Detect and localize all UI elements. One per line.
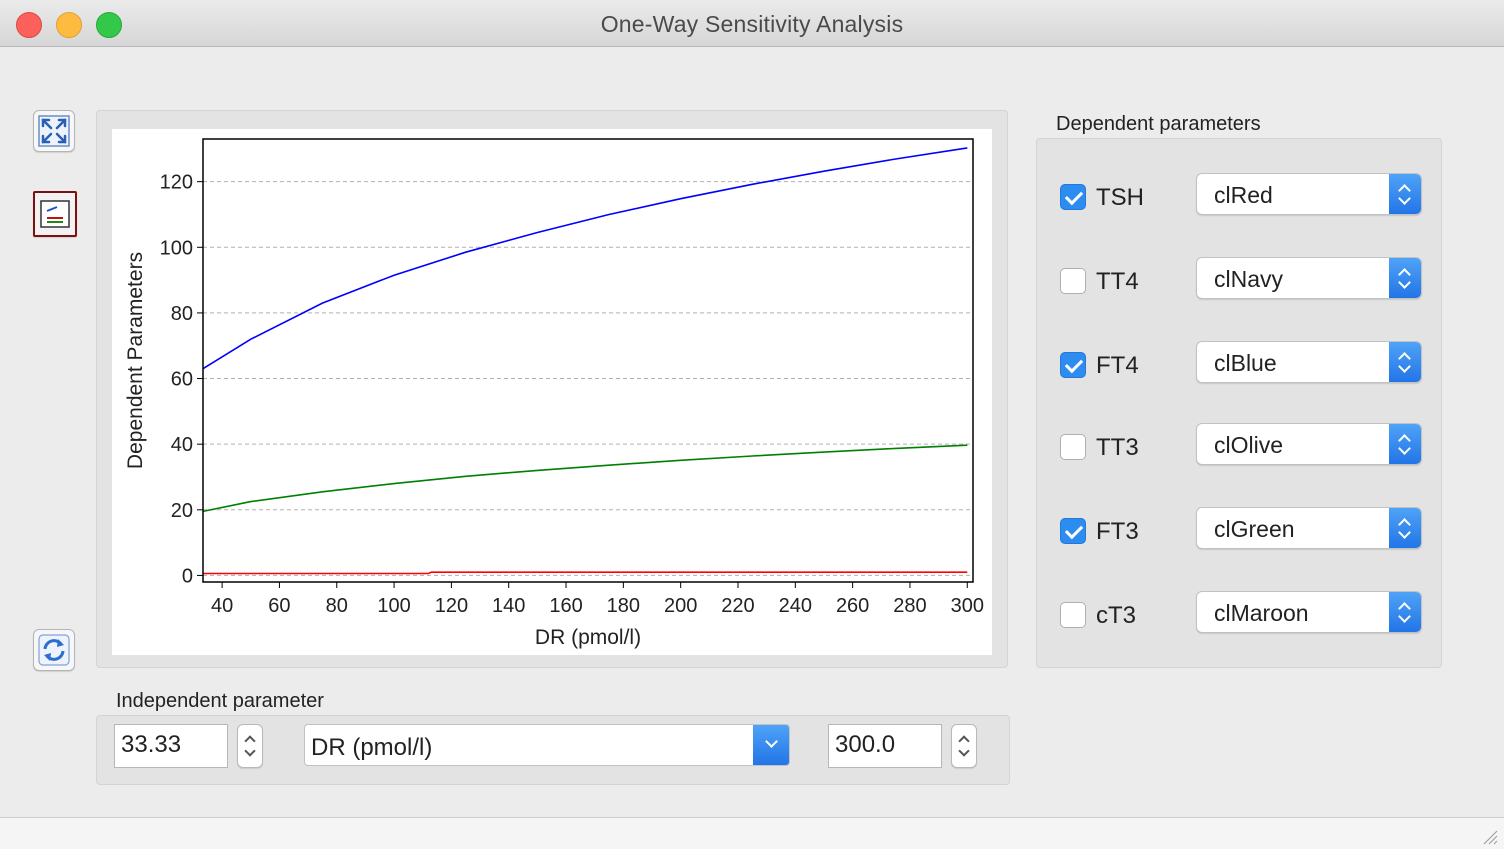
title-bar: One-Way Sensitivity Analysis [0, 0, 1504, 47]
max-value-field[interactable]: 300.0 [828, 724, 942, 768]
x-tick-label: 60 [268, 595, 290, 617]
close-window-button[interactable] [16, 12, 42, 38]
series-line [203, 571, 968, 575]
fullscreen-button[interactable] [33, 110, 75, 152]
checkmark-icon [1064, 186, 1084, 206]
param-label-ft3: FT3 [1096, 518, 1139, 545]
refresh-arrows-icon [38, 634, 70, 666]
x-tick-label: 240 [779, 595, 812, 617]
updown-chevron-icon [1389, 424, 1421, 464]
plot-area: 0 20 40 60 80 100 120 40 60 80 100 120 140 160 180 200 2… [112, 129, 992, 655]
color-select-ct3[interactable]: clMaroon [1196, 591, 1422, 633]
min-value-stepper[interactable] [237, 724, 263, 768]
max-value-stepper[interactable] [951, 724, 977, 768]
param-label-tt3: TT3 [1096, 434, 1139, 461]
x-axis-label: DR (pmol/l) [535, 626, 641, 649]
updown-chevron-icon [1389, 592, 1421, 632]
x-tick-label: 300 [951, 595, 984, 617]
y-tick-label: 40 [171, 434, 193, 456]
checkbox-ft3[interactable] [1060, 518, 1086, 544]
checkbox-ft4[interactable] [1060, 352, 1086, 378]
color-select-value: clMaroon [1214, 600, 1309, 626]
x-tick-label: 80 [326, 595, 348, 617]
stepper-down-icon [244, 745, 256, 757]
x-tick-label: 220 [721, 595, 754, 617]
window-title: One-Way Sensitivity Analysis [600, 11, 904, 37]
dependent-parameters-group [1036, 138, 1442, 668]
color-select-value: clOlive [1214, 432, 1284, 458]
color-select-ft3[interactable]: clGreen [1196, 507, 1422, 549]
color-select-ft4[interactable]: clBlue [1196, 341, 1422, 383]
color-select-value: clRed [1214, 182, 1273, 208]
y-tick-label: 60 [171, 369, 193, 391]
x-tick-label: 100 [377, 595, 410, 617]
y-tick-label: 100 [160, 237, 193, 259]
x-tick-label: 180 [607, 595, 640, 617]
stepper-down-icon [958, 745, 970, 757]
series-line [202, 147, 968, 370]
dropdown-button[interactable] [753, 725, 789, 765]
y-tick-label: 80 [171, 303, 193, 325]
updown-chevron-icon [1389, 342, 1421, 382]
dependent-parameters-label: Dependent parameters [1056, 113, 1261, 135]
min-value-field[interactable]: 33.33 [114, 724, 228, 768]
x-tick-label: 160 [549, 595, 582, 617]
color-select-value: clNavy [1214, 266, 1284, 292]
refresh-button[interactable] [33, 629, 75, 671]
x-tick-label: 120 [435, 595, 468, 617]
x-tick-label: 200 [664, 595, 697, 617]
checkbox-tt4[interactable] [1060, 268, 1086, 294]
updown-chevron-icon [1389, 258, 1421, 298]
color-select-tt4[interactable]: clNavy [1196, 257, 1422, 299]
sensitivity-chart: 0 20 40 60 80 100 120 40 60 80 100 120 140 160 180 200 2… [124, 138, 984, 649]
color-select-value: clGreen [1214, 516, 1295, 542]
independent-parameter-value: DR (pmol/l) [311, 734, 433, 761]
param-label-ct3: cT3 [1096, 602, 1137, 629]
y-axis-label: Dependent Parameters [124, 252, 147, 469]
zoom-window-button[interactable] [96, 12, 122, 38]
checkbox-tsh[interactable] [1060, 184, 1086, 210]
y-tick-label: 120 [160, 172, 193, 194]
param-label-tt4: TT4 [1096, 268, 1139, 295]
param-label-ft4: FT4 [1096, 352, 1139, 379]
updown-chevron-icon [1389, 508, 1421, 548]
color-select-value: clBlue [1214, 350, 1277, 376]
chevron-down-icon [765, 735, 778, 748]
x-tick-label: 280 [893, 595, 926, 617]
x-tick-label: 140 [492, 595, 525, 617]
independent-parameter-label: Independent parameter [116, 690, 324, 712]
status-bar [0, 817, 1504, 849]
minimize-window-button[interactable] [56, 12, 82, 38]
independent-parameter-select[interactable]: DR (pmol/l) [304, 724, 790, 766]
resize-grip-icon[interactable] [1480, 827, 1498, 845]
color-select-tt3[interactable]: clOlive [1196, 423, 1422, 465]
y-tick-label: 20 [171, 500, 193, 522]
color-select-tsh[interactable]: clRed [1196, 173, 1422, 215]
checkmark-icon [1064, 354, 1084, 374]
chart-legend-button[interactable] [33, 191, 77, 237]
series-line [202, 444, 968, 513]
x-tick-label: 260 [836, 595, 869, 617]
expand-arrows-icon [38, 115, 70, 147]
checkbox-ct3[interactable] [1060, 602, 1086, 628]
plot-frame [202, 138, 974, 583]
chart-legend-icon [40, 200, 70, 228]
x-tick-label: 40 [211, 595, 233, 617]
checkbox-tt3[interactable] [1060, 434, 1086, 460]
y-tick-label: 0 [182, 565, 193, 587]
param-label-tsh: TSH [1096, 184, 1144, 211]
updown-chevron-icon [1389, 174, 1421, 214]
checkmark-icon [1064, 520, 1084, 540]
